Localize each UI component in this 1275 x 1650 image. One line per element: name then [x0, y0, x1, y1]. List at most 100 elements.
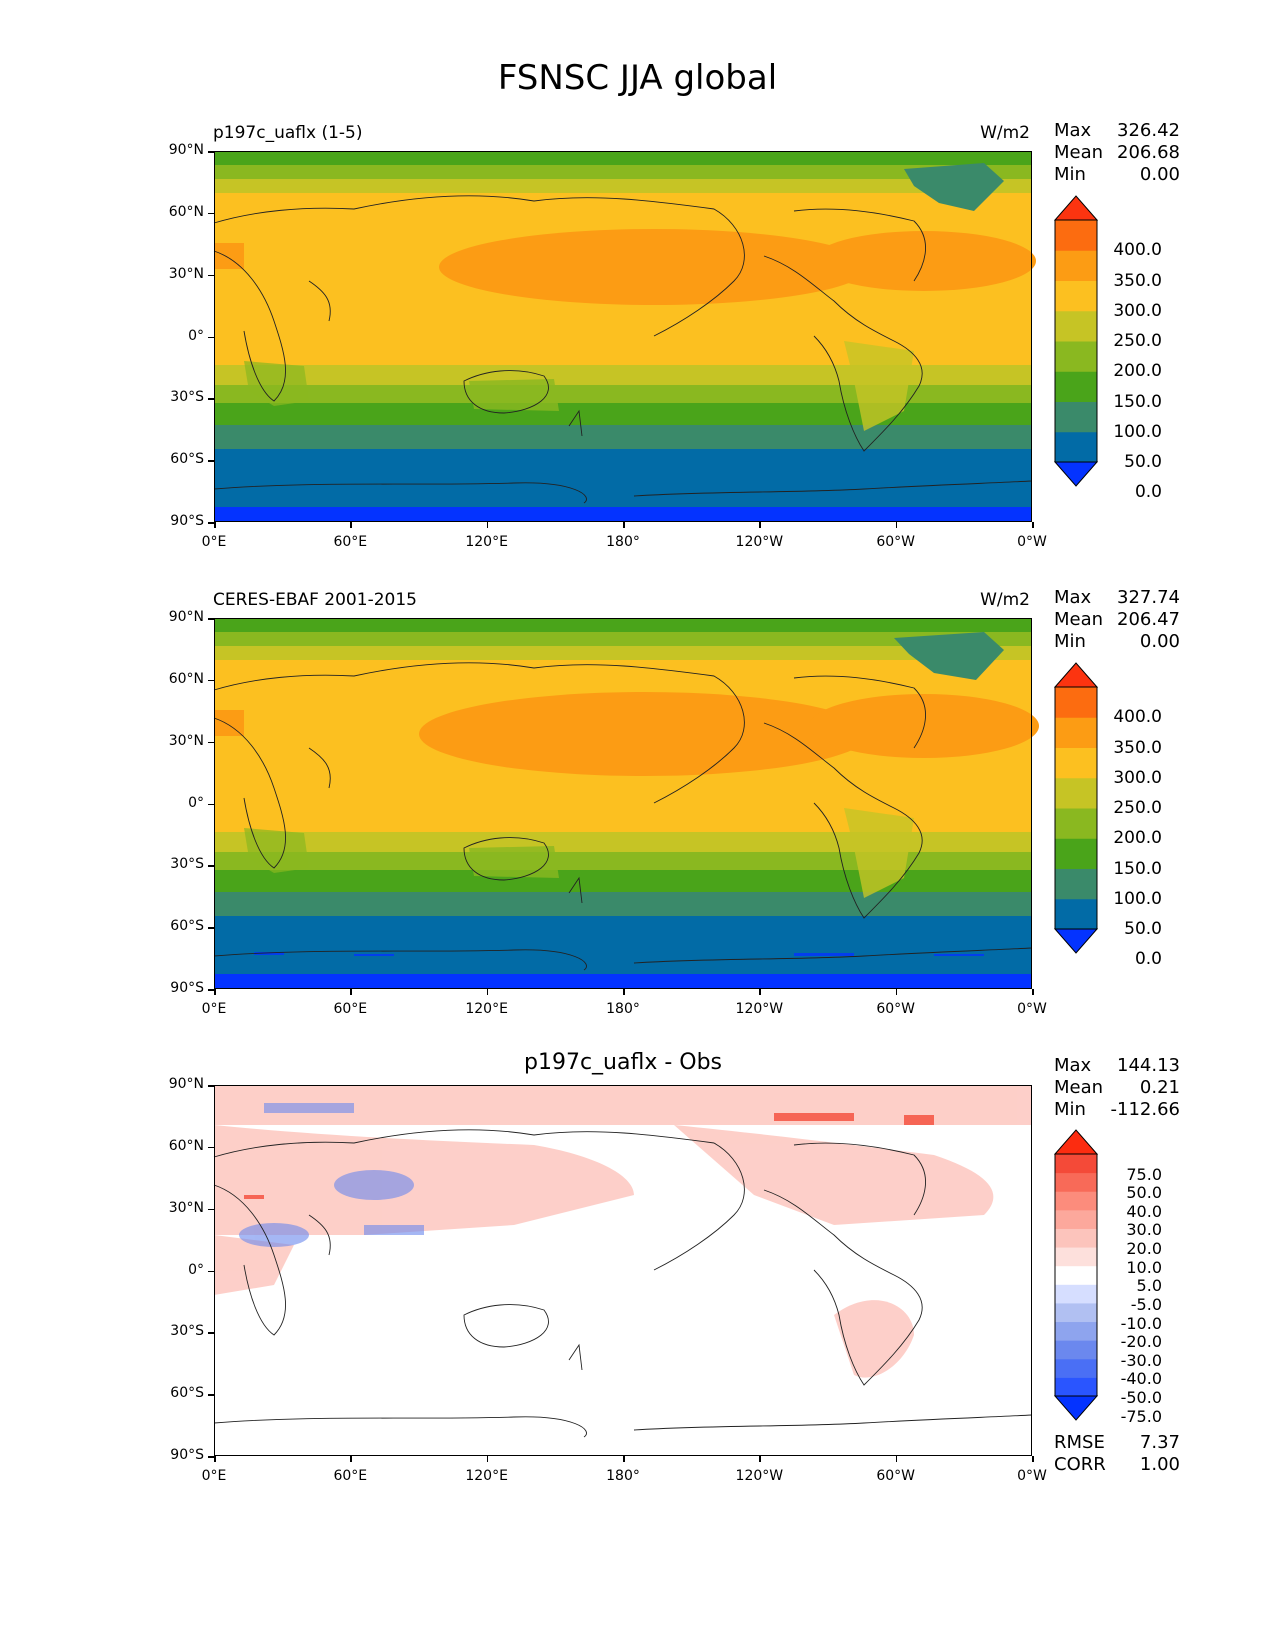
colorbar-tick-label: 10.0 [1126, 1257, 1162, 1277]
colorbar-segment [1055, 1209, 1097, 1229]
colorbar-tick-label: 300.0 [1113, 300, 1162, 321]
lat-tick-mark [208, 1394, 214, 1396]
lat-tick-label: 60°S [170, 918, 204, 935]
map-obs [213, 618, 1039, 989]
colorbar-extend-high [1053, 1129, 1099, 1155]
lat-tick-mark [208, 803, 214, 805]
map-model [213, 151, 1036, 522]
lat-tick-label: 90°N [168, 1076, 204, 1092]
colorbar-segment [1055, 280, 1097, 312]
lat-tick-mark [208, 212, 214, 215]
colorbar-tick-label: 30.0 [1126, 1220, 1162, 1240]
colorbar-tick-label: 350.0 [1113, 270, 1162, 291]
colorbar-tick-label: 0.0 [1134, 949, 1162, 970]
lon-tick-mark [895, 989, 898, 995]
colorbar-tick-label: -40.0 [1120, 1369, 1162, 1389]
lat-tick-mark [208, 522, 214, 524]
lat-tick-label: 30°S [170, 389, 204, 406]
lon-tick-label: 60°E [333, 1001, 368, 1017]
lat-tick-label: 0° [188, 794, 204, 811]
colorbar-segment [1055, 747, 1097, 779]
colorbar-tick-label: -75.0 [1120, 1406, 1162, 1426]
colorbar-tick-label: 350.0 [1113, 737, 1162, 758]
colorbar-segment [1055, 1302, 1097, 1323]
panel-label: CERES-EBAF 2001-2015 [213, 590, 417, 610]
lon-tick-mark [1032, 522, 1034, 528]
colorbar-segment [1055, 717, 1097, 748]
lat-tick-mark [208, 336, 214, 338]
lon-tick-mark [1032, 1456, 1034, 1462]
lon-tick-label: 180° [606, 1468, 640, 1484]
stat-min: Min -112.66 [1054, 1099, 1180, 1121]
colorbar-tick-label: 75.0 [1126, 1164, 1162, 1184]
colorbar-segment [1055, 1154, 1097, 1174]
lon-tick-mark [214, 989, 216, 995]
panel-label: p197c_uaflx - Obs [523, 1050, 723, 1075]
lat-tick-label: 90°S [170, 513, 204, 529]
colorbar-segment [1055, 250, 1097, 281]
lon-tick-mark [350, 1456, 352, 1462]
lat-tick-mark [208, 1456, 214, 1458]
stat-max: Max 326.42 [1054, 120, 1180, 142]
colorbar-tick-label: 5.0 [1136, 1276, 1162, 1296]
stat-min: Min 0.00 [1054, 164, 1180, 186]
colorbar-segment [1055, 371, 1097, 402]
lat-tick-mark [208, 1146, 214, 1149]
colorbar-segment [1055, 310, 1097, 342]
lat-tick-mark [208, 274, 214, 277]
stat-name: Mean [1054, 609, 1104, 630]
lat-tick-mark [208, 1208, 214, 1211]
lat-tick-label: 60°N [168, 203, 204, 220]
stat-name: Mean [1054, 1077, 1104, 1098]
panel-label: p197c_uaflx (1-5) [213, 123, 363, 143]
lat-tick-mark [208, 679, 214, 682]
colorbar-tick-label: -5.0 [1130, 1294, 1162, 1314]
lon-tick-label: 120°E [465, 1468, 508, 1484]
colorbar [1053, 1129, 1099, 1421]
colorbar-segment [1055, 1340, 1097, 1360]
lon-tick-mark [623, 989, 625, 995]
colorbar-tick-label: 0.0 [1134, 482, 1162, 503]
lat-tick-label: 90°S [170, 980, 204, 996]
lon-tick-label: 120°E [465, 1001, 508, 1017]
colorbar-tick-label: 400.0 [1113, 707, 1162, 728]
stat-mean: Mean 206.68 [1054, 142, 1180, 164]
colorbar-segment [1055, 1228, 1097, 1248]
colorbar-extend-high [1053, 662, 1099, 688]
lon-tick-mark [486, 1456, 489, 1462]
lon-tick-label: 60°E [333, 1468, 368, 1484]
lon-tick-mark [214, 522, 216, 528]
colorbar-tick-label: 20.0 [1126, 1239, 1162, 1259]
lat-tick-mark [208, 1085, 214, 1087]
lat-tick-label: 30°N [168, 1199, 204, 1216]
lon-tick-mark [486, 989, 489, 995]
stat-name: Mean [1054, 142, 1104, 163]
stat-value: 144.13 [1117, 1055, 1180, 1076]
lon-tick-label: 120°W [735, 1001, 784, 1017]
stat-value: 206.68 [1117, 142, 1180, 163]
lat-tick-mark [208, 1270, 214, 1272]
colorbar-segment [1055, 777, 1097, 809]
lon-tick-label: 0°E [201, 534, 227, 550]
lon-tick-mark [759, 1456, 761, 1462]
colorbar-segment [1055, 1321, 1097, 1341]
lon-tick-label: 120°E [465, 534, 508, 550]
lon-tick-label: 0°E [201, 1468, 227, 1484]
lon-tick-mark [214, 1456, 216, 1462]
stat-name: Min [1054, 631, 1086, 652]
colorbar-tick-label: -30.0 [1120, 1350, 1162, 1370]
colorbar-extend-high [1053, 195, 1099, 221]
lon-tick-mark [623, 522, 625, 528]
colorbar-tick-label: 100.0 [1113, 421, 1162, 442]
colorbar-tick-label: 40.0 [1126, 1201, 1162, 1221]
stat-value: 206.47 [1117, 609, 1180, 630]
stat-value: 0.21 [1139, 1077, 1180, 1098]
lat-tick-label: 60°S [170, 1385, 204, 1402]
metric-corr: CORR 1.00 [1054, 1454, 1180, 1475]
stat-name: Max [1054, 1055, 1092, 1076]
stat-max: Max 144.13 [1054, 1055, 1180, 1077]
stat-value: 327.74 [1117, 587, 1180, 608]
lon-tick-label: 180° [606, 1001, 640, 1017]
lat-tick-mark [208, 618, 214, 620]
colorbar-segment [1055, 687, 1097, 718]
